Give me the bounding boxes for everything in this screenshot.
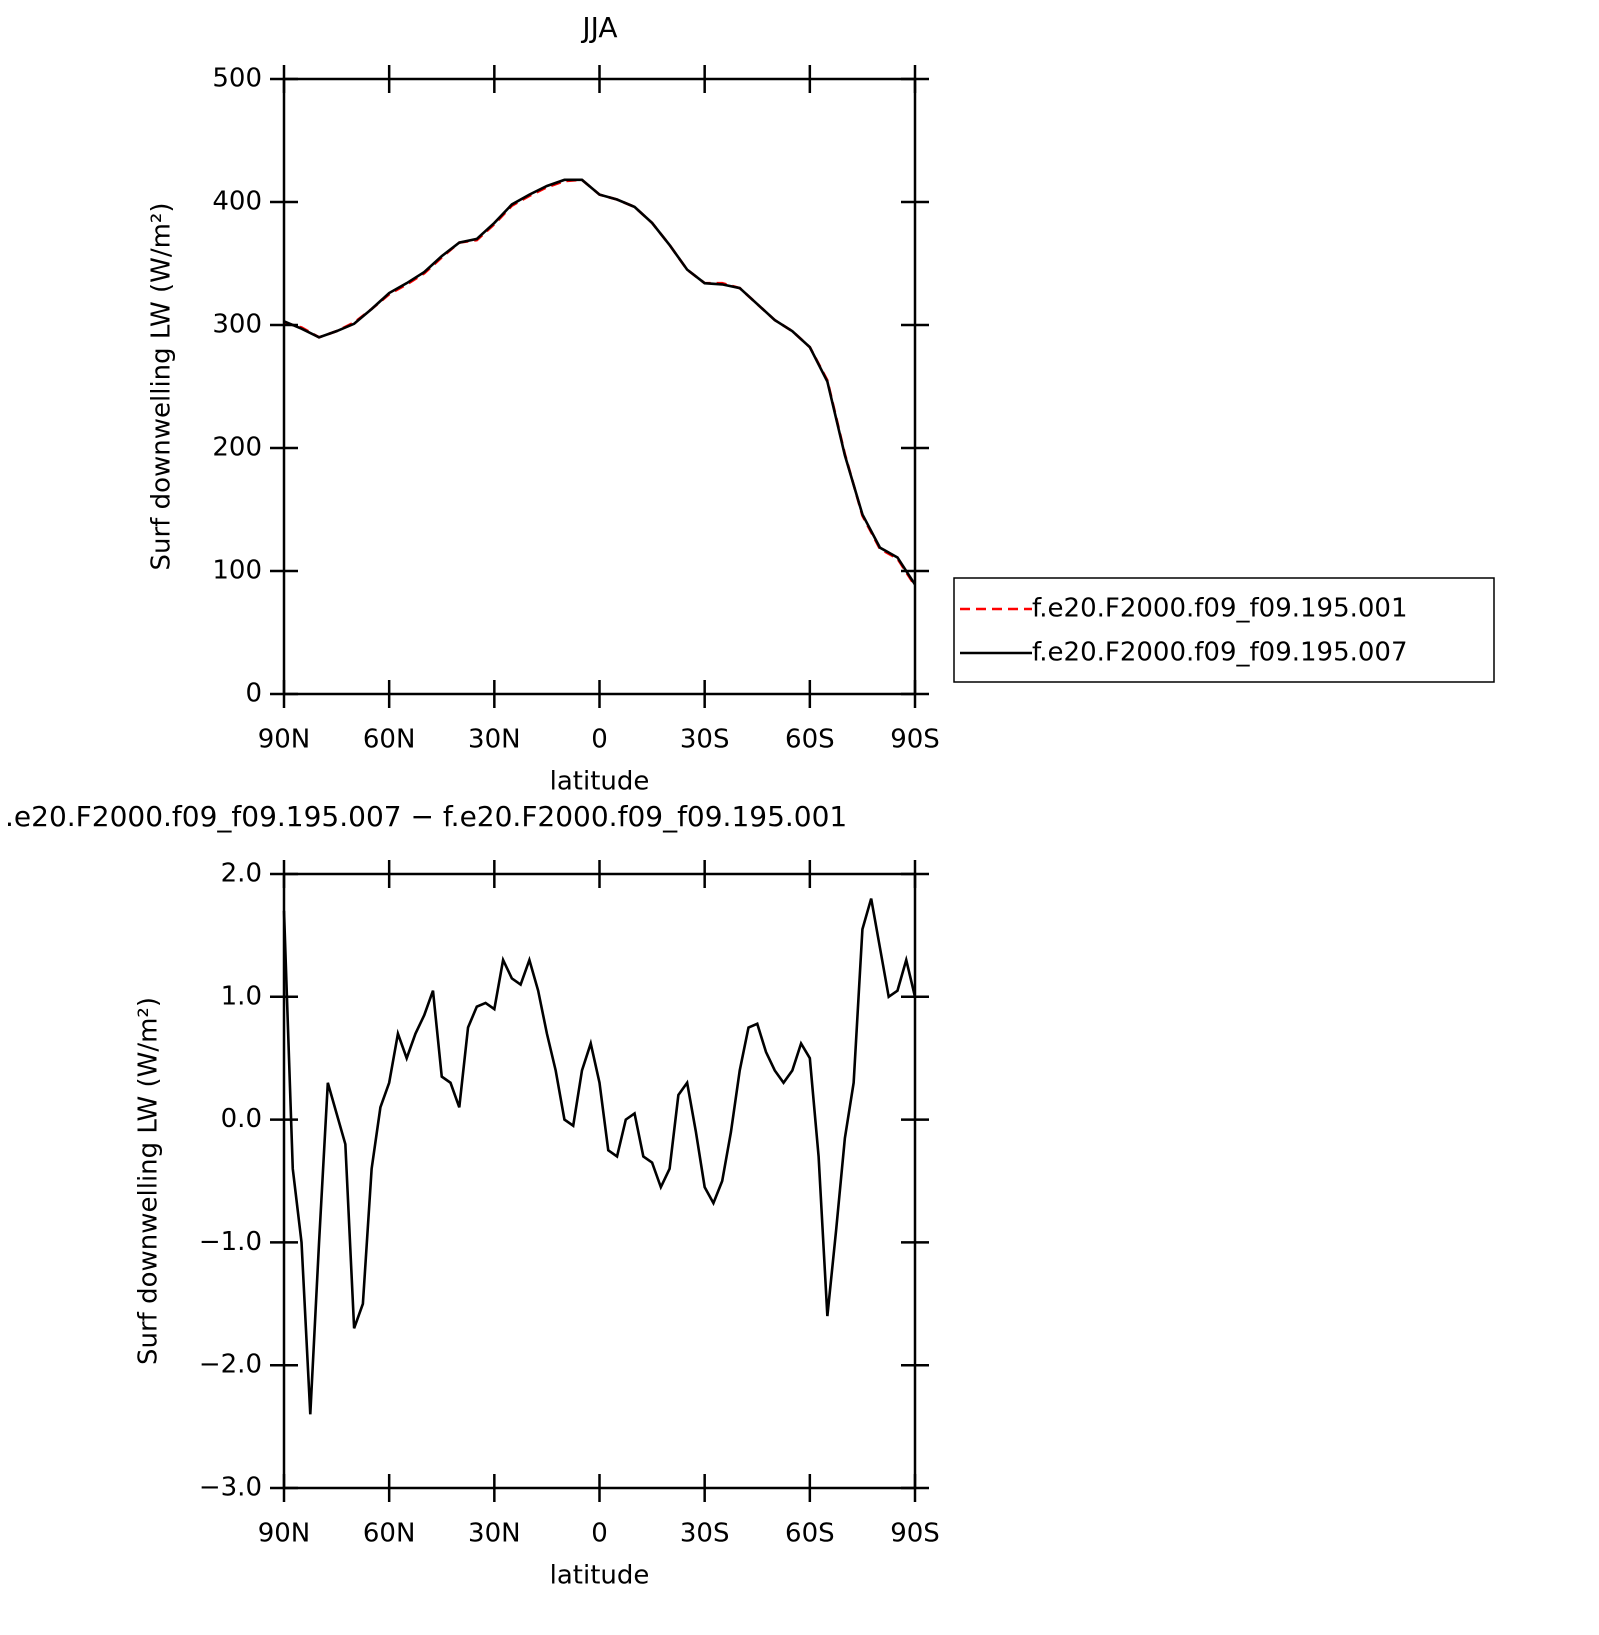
x-tick-label: 90S	[890, 1519, 940, 1549]
x-tick-label: 60N	[363, 725, 416, 755]
y-tick-label: 2.0	[221, 859, 262, 889]
x-tick-label: 30S	[680, 725, 730, 755]
y-tick-label: 1.0	[221, 981, 262, 1011]
x-tick-label: 30N	[468, 1519, 521, 1549]
x-tick-label: 60S	[785, 1519, 835, 1549]
data-line	[283, 178, 917, 586]
y-tick-label: 400	[212, 187, 262, 217]
x-tick-label: 90N	[258, 1519, 311, 1549]
x-tick-label: 60N	[363, 1519, 416, 1549]
x-tick-label: 0	[591, 1519, 608, 1549]
y-tick-label: 100	[212, 556, 262, 586]
y-tick-label: 0	[245, 679, 262, 709]
x-tick-label: 30S	[680, 1519, 730, 1549]
y-tick-label: −3.0	[199, 1473, 262, 1503]
y-tick-label: 500	[212, 64, 262, 94]
chart-title: JJA	[580, 11, 617, 44]
x-tick-label: 90S	[890, 725, 940, 755]
chart-title: .e20.F2000.f09_f09.195.007 − f.e20.F2000…	[5, 800, 847, 833]
x-tick-label: 0	[591, 725, 608, 755]
y-tick-label: −2.0	[199, 1350, 262, 1380]
y-tick-label: 0.0	[221, 1104, 262, 1134]
y-tick-label: −1.0	[199, 1227, 262, 1257]
legend-label: f.e20.F2000.f09_f09.195.001	[1032, 594, 1408, 624]
legend-box	[953, 577, 1495, 683]
x-axis-label: latitude	[550, 1561, 650, 1591]
y-tick-label: 300	[212, 310, 262, 340]
x-tick-label: 90N	[258, 725, 311, 755]
y-axis-label: Surf downwelling LW (W/m²)	[134, 997, 164, 1365]
y-axis-label: Surf downwelling LW (W/m²)	[147, 203, 177, 571]
y-tick-label: 200	[212, 433, 262, 463]
data-line	[282, 898, 917, 1415]
x-tick-label: 30N	[468, 725, 521, 755]
data-line	[283, 178, 917, 587]
legend-label: f.e20.F2000.f09_f09.195.007	[1032, 638, 1408, 668]
x-axis-label: latitude	[550, 767, 650, 797]
plot-frame	[282, 77, 917, 696]
x-tick-label: 60S	[785, 725, 835, 755]
